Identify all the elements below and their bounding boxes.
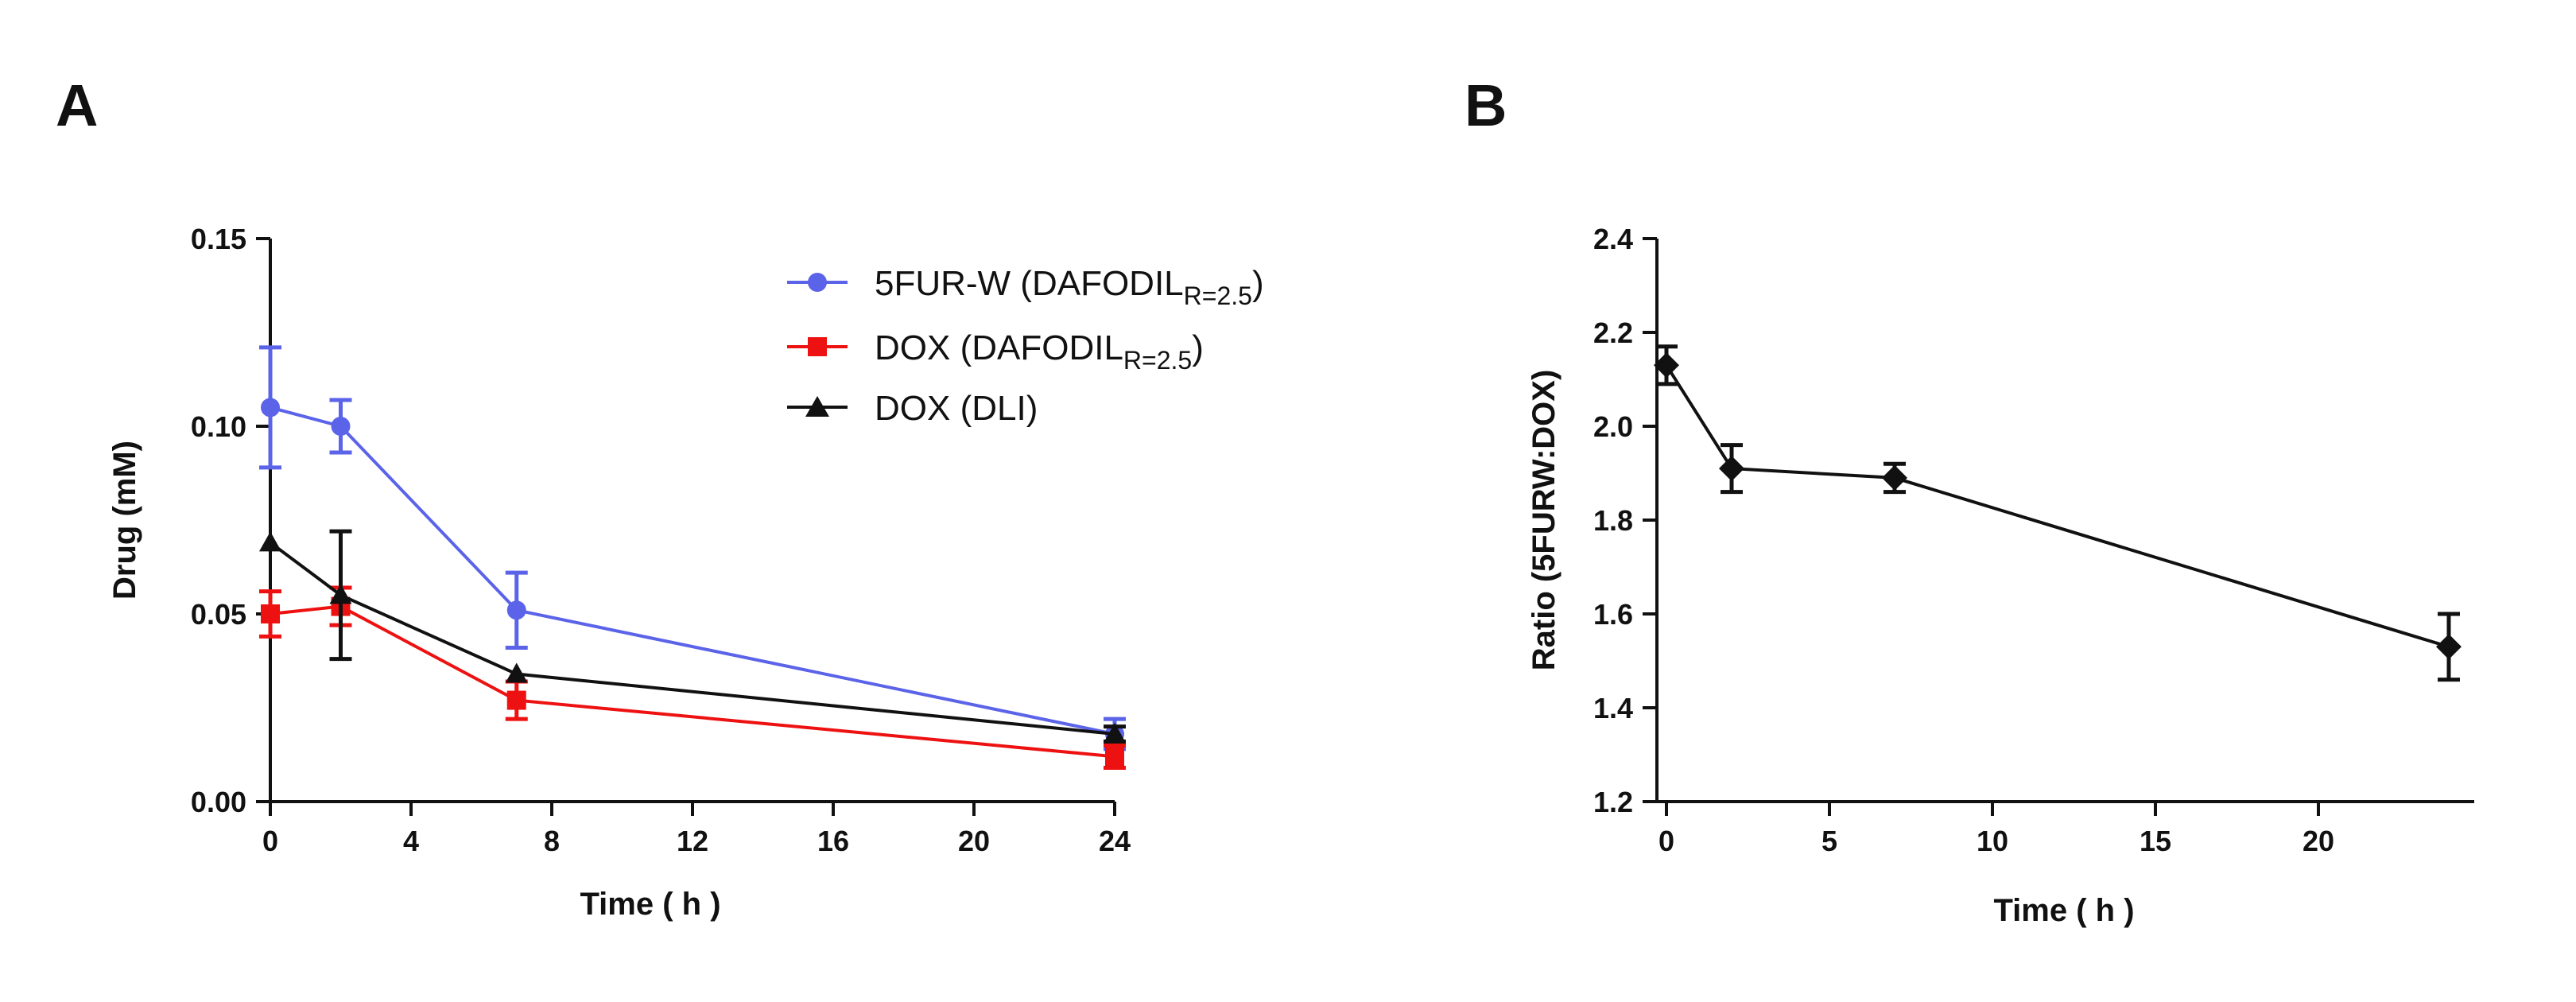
data-point (2436, 634, 2462, 660)
legend-label-main: 5FUR-W (DAFODIL (875, 264, 1184, 303)
x-tick-label: 20 (958, 825, 990, 857)
legend-entry-dox-dli: DOX (DLI) (787, 389, 1038, 428)
panel-b-y-axis: 1.2 1.4 1.6 1.8 2.0 2.2 2.4 (1593, 223, 1658, 818)
y-tick-label: 2.0 (1593, 410, 1633, 443)
panel-b-x-ticks: 0 5 10 15 20 (1658, 802, 2334, 857)
x-tick-label: 24 (1099, 825, 1131, 857)
panel-b-x-axis-title: Time ( h ) (1993, 893, 2134, 928)
panel-a-legend: 5FUR-W (DAFODILR=2.5) DOX (DAFODILR=2.5)… (787, 264, 1264, 428)
x-tick-label: 20 (2302, 825, 2334, 857)
legend-entry-dox-dafodil: DOX (DAFODILR=2.5) (787, 328, 1204, 375)
x-tick-label: 4 (403, 825, 419, 857)
legend-label-suffix: ) (1252, 264, 1264, 303)
panel-a-y-axis-title: Drug (mM) (107, 441, 142, 600)
series-dox-dafodilr-2-5 (259, 585, 1126, 771)
data-point (261, 604, 280, 623)
panel-b-x-axis: 0 5 10 15 20 (1657, 800, 2474, 857)
legend-label: DOX (DAFODILR=2.5) (875, 328, 1204, 375)
legend-entry-5fur-w: 5FUR-W (DAFODILR=2.5) (787, 264, 1264, 310)
y-tick-label: 1.4 (1593, 692, 1633, 724)
legend-swatch-marker (808, 273, 827, 292)
data-point (1104, 723, 1126, 744)
data-point (261, 398, 280, 418)
legend-label-suffix: ) (1192, 328, 1204, 367)
panel-a-y-axis: 0.00 0.05 0.10 0.15 (191, 223, 272, 818)
panel-b-plot-area (1654, 344, 2462, 682)
panel-b-y-axis-title: Ratio (5FURW:DOX) (1527, 370, 1562, 671)
legend-swatch-marker (805, 396, 829, 417)
data-point (1882, 464, 1907, 491)
legend-label-sub: R=2.5 (1184, 282, 1252, 310)
y-tick-label: 2.2 (1593, 317, 1633, 349)
data-point (259, 531, 281, 552)
series-line (269, 541, 1115, 736)
x-tick-label: 12 (677, 825, 708, 857)
data-point (506, 600, 526, 620)
series-ratio (1654, 344, 2462, 682)
x-tick-label: 16 (817, 825, 849, 857)
panel-a-plot-area (259, 345, 1126, 771)
y-tick-label: 0.15 (191, 223, 246, 255)
y-tick-label: 0.00 (191, 786, 246, 818)
data-point (1654, 352, 1679, 379)
panel-b: B 1.2 1.4 1.6 1.8 2.0 2.2 2.4 0 5 10 15 20 Time ( … (1465, 72, 2474, 928)
x-tick-label: 0 (1658, 825, 1674, 857)
series-line (270, 604, 1115, 759)
x-tick-label: 15 (2140, 825, 2171, 857)
panel-b-y-ticks: 1.2 1.4 1.6 1.8 2.0 2.2 2.4 (1593, 223, 1657, 818)
series-line (1665, 364, 2450, 649)
data-point (331, 417, 351, 436)
panel-a-y-ticks: 0.00 0.05 0.10 0.15 (191, 223, 270, 818)
legend-label-sub: R=2.5 (1123, 346, 1192, 375)
data-point (505, 662, 528, 683)
x-tick-label: 10 (1977, 825, 2008, 857)
y-tick-label: 1.2 (1593, 786, 1633, 818)
panel-a: A 0.00 0.05 0.10 0.15 0 4 8 12 16 20 24 Time ( h … (56, 72, 1264, 922)
y-tick-label: 0.05 (191, 598, 246, 631)
x-tick-label: 0 (262, 825, 278, 857)
series-line (270, 406, 1115, 736)
legend-label: DOX (DLI) (875, 389, 1038, 428)
data-point (329, 584, 352, 604)
panel-a-x-axis: 0 4 8 12 16 20 24 (262, 800, 1131, 857)
panel-a-x-axis-title: Time ( h ) (580, 887, 720, 922)
panel-b-letter: B (1465, 72, 1507, 138)
x-tick-label: 8 (544, 825, 560, 857)
legend-label-main: DOX (DAFODIL (875, 328, 1123, 367)
y-tick-label: 1.6 (1593, 598, 1633, 631)
data-point (1105, 747, 1124, 767)
panel-a-x-ticks: 0 4 8 12 16 20 24 (262, 802, 1131, 857)
y-tick-label: 1.8 (1593, 504, 1633, 537)
data-point (1719, 456, 1744, 482)
series-dox-dli (259, 529, 1126, 744)
panel-a-letter: A (56, 72, 98, 138)
legend-swatch-marker (808, 337, 827, 356)
y-tick-label: 2.4 (1593, 223, 1633, 255)
x-tick-label: 5 (1821, 825, 1837, 857)
y-tick-label: 0.10 (191, 410, 246, 443)
data-point (506, 690, 526, 710)
legend-label: 5FUR-W (DAFODILR=2.5) (875, 264, 1264, 310)
